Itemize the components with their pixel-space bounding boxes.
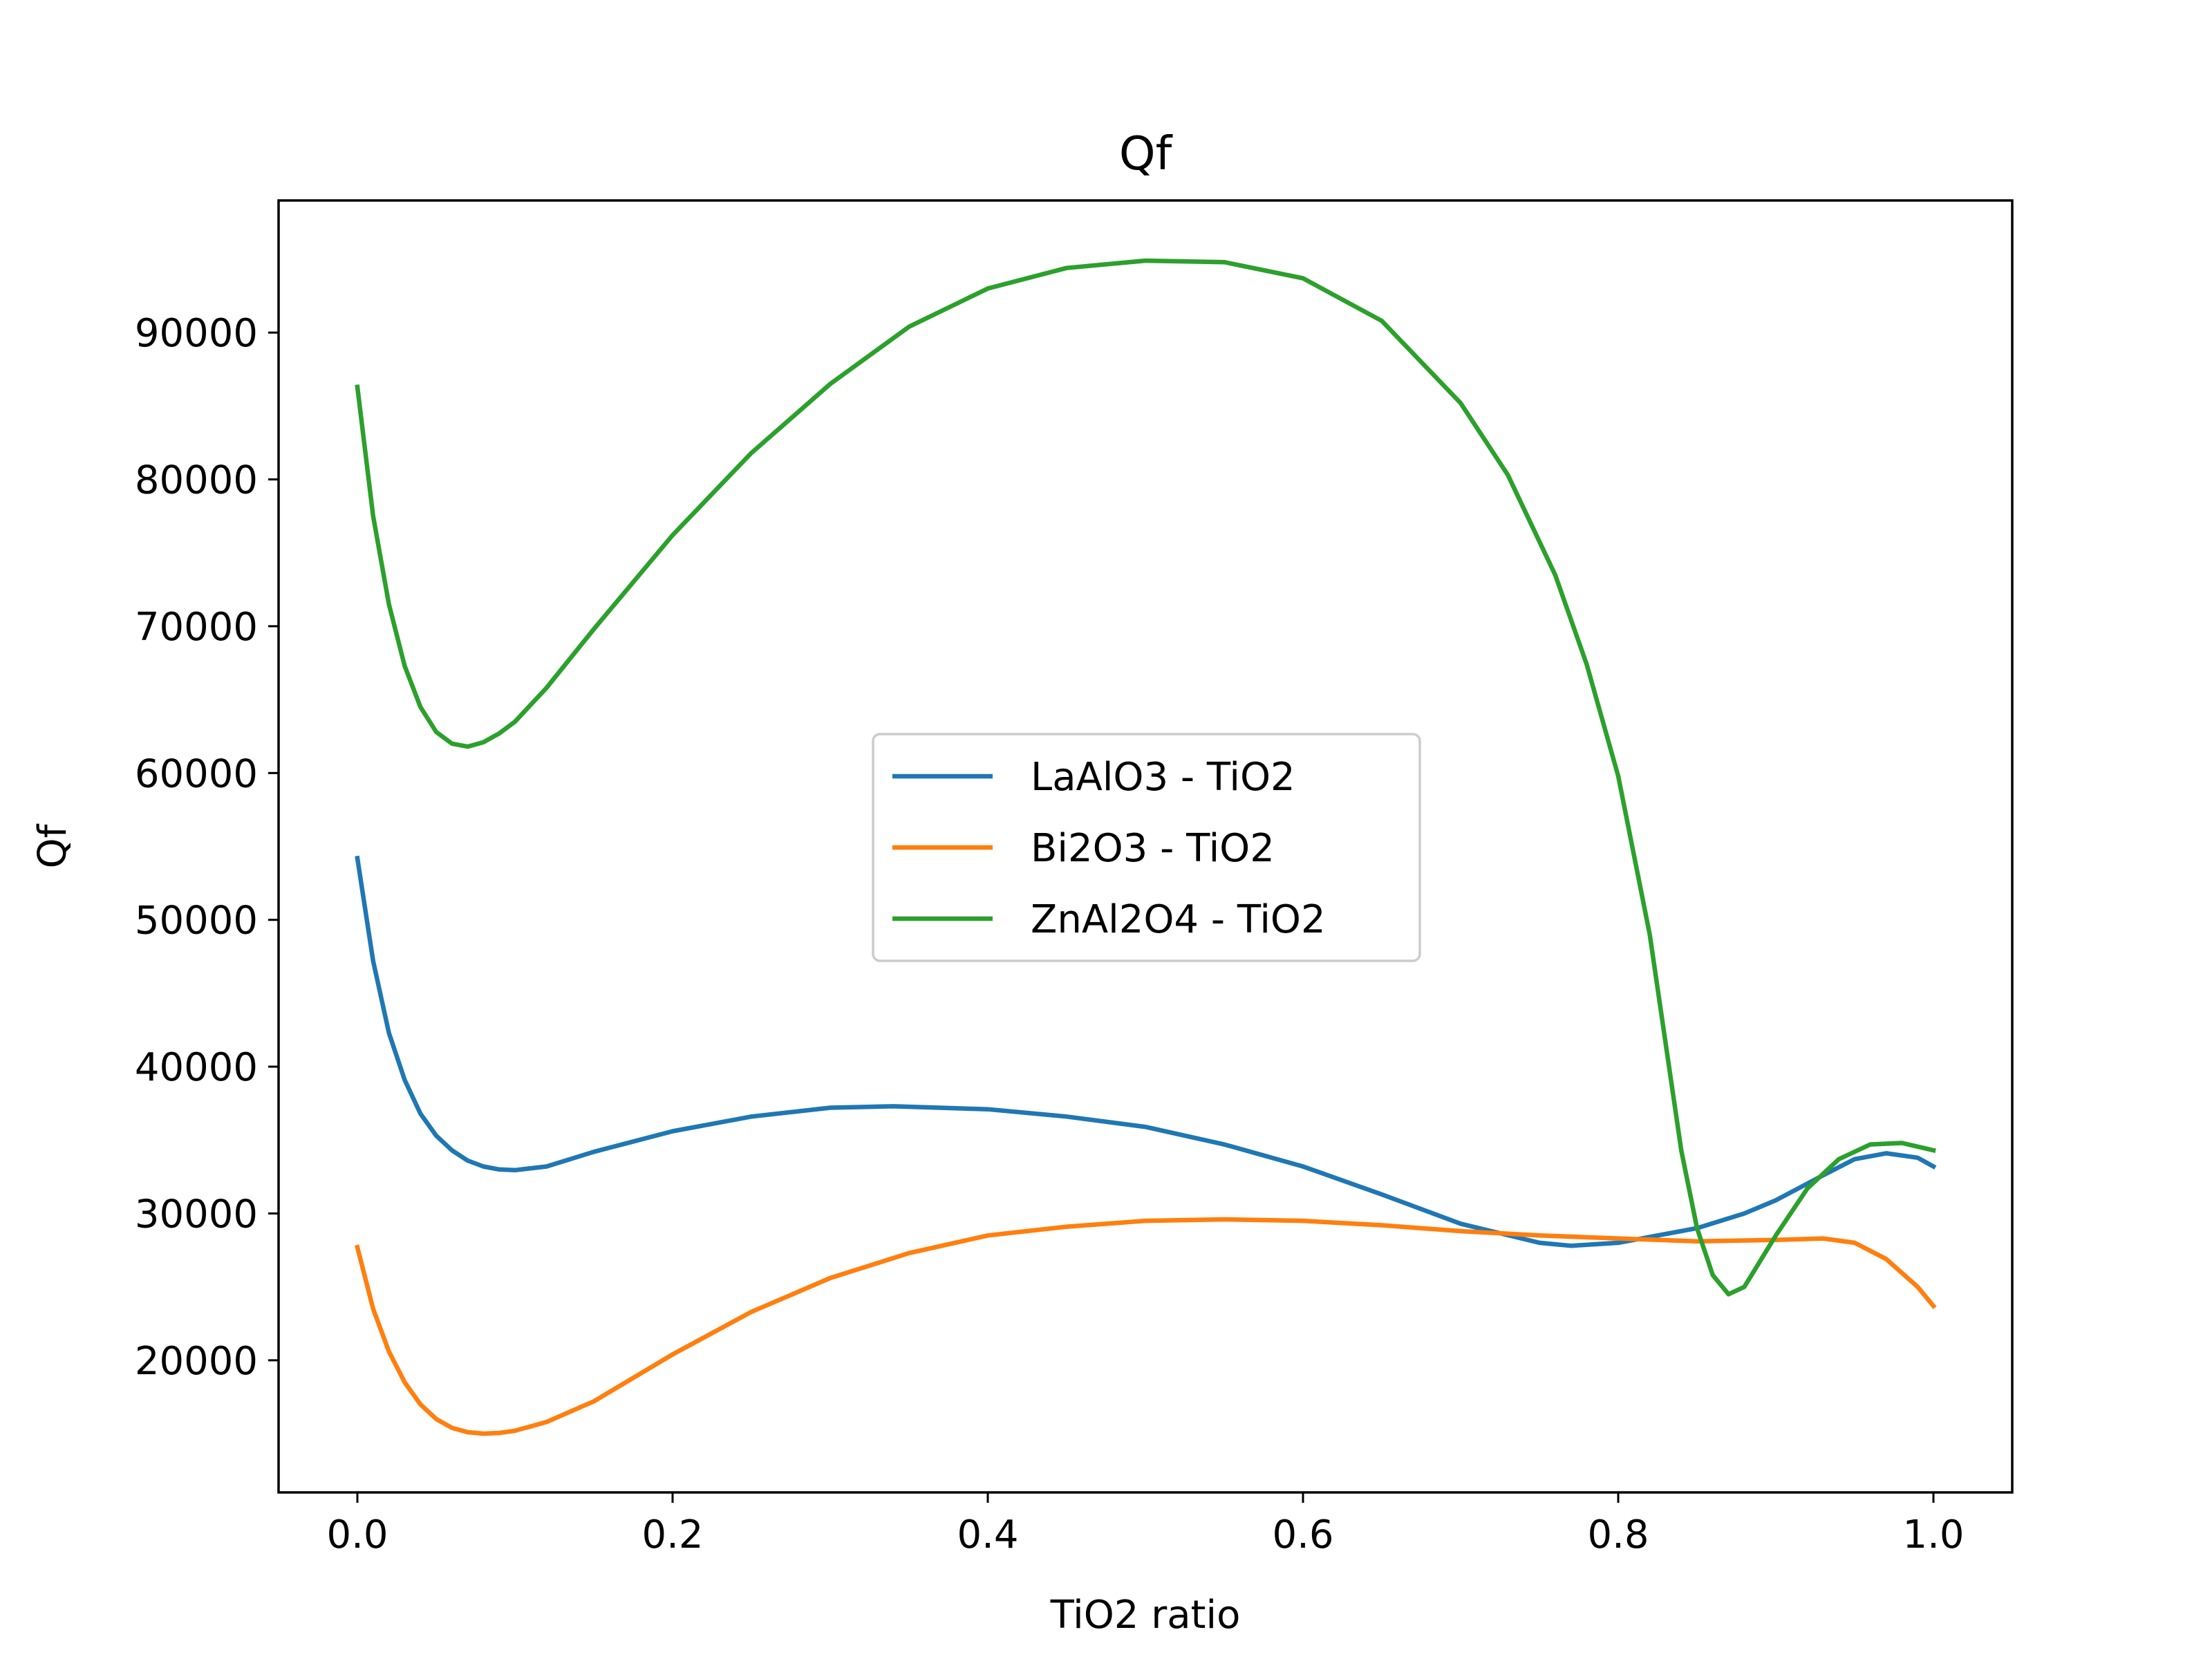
x-tick-label: 0.0 (326, 1512, 388, 1557)
y-tick-label: 30000 (135, 1192, 258, 1237)
y-ticks: 20000 30000 40000 50000 60000 70000 80000 90000 (135, 311, 279, 1384)
y-tick-label: 80000 (135, 458, 258, 503)
y-tick-label: 70000 (135, 605, 258, 650)
y-tick-label: 20000 (135, 1339, 258, 1384)
chart-title: Qf (1119, 126, 1173, 180)
x-ticks: 0.0 0.2 0.4 0.6 0.8 1.0 (326, 1492, 1965, 1557)
x-tick-label: 0.4 (957, 1512, 1018, 1557)
y-tick-label: 50000 (135, 899, 258, 944)
y-tick-label: 60000 (135, 751, 258, 796)
plot-frame (277, 199, 2014, 1494)
y-axis-label: Qf (30, 823, 75, 868)
legend-label-2: ZnAl2O4 - TiO2 (1031, 897, 1326, 942)
x-tick-label: 1.0 (1902, 1512, 1964, 1557)
x-tick-label: 0.8 (1587, 1512, 1649, 1557)
legend-label-0: LaAlO3 - TiO2 (1031, 755, 1295, 800)
legend: LaAlO3 - TiO2 Bi2O3 - TiO2 ZnAl2O4 - TiO2 (872, 733, 1421, 962)
x-tick-label: 0.2 (641, 1512, 703, 1557)
legend-box (872, 733, 1421, 962)
legend-label-1: Bi2O3 - TiO2 (1031, 826, 1275, 871)
y-tick-label: 90000 (135, 311, 258, 356)
series-line-1 (355, 1217, 1937, 1436)
x-axis-label: TiO2 ratio (1050, 1593, 1241, 1638)
x-tick-label: 0.6 (1272, 1512, 1333, 1557)
series-line-2 (355, 258, 1936, 1297)
series-line-0 (355, 855, 1937, 1248)
y-tick-label: 40000 (135, 1045, 258, 1090)
series-layer (355, 258, 1937, 1436)
